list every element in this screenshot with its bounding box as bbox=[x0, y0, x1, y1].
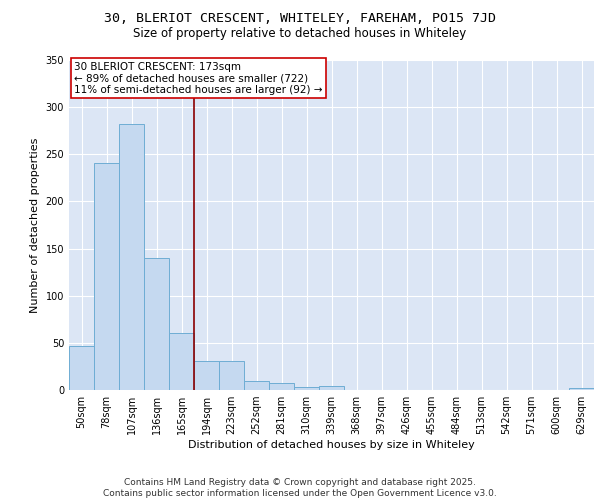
Bar bbox=[319, 386, 344, 390]
Bar bbox=[194, 361, 219, 390]
Text: 30, BLERIOT CRESCENT, WHITELEY, FAREHAM, PO15 7JD: 30, BLERIOT CRESCENT, WHITELEY, FAREHAM,… bbox=[104, 12, 496, 26]
Bar bbox=[244, 380, 269, 390]
Bar bbox=[144, 258, 169, 390]
Bar bbox=[269, 384, 294, 390]
Bar bbox=[69, 346, 94, 390]
Bar bbox=[569, 388, 594, 390]
Text: Contains HM Land Registry data © Crown copyright and database right 2025.
Contai: Contains HM Land Registry data © Crown c… bbox=[103, 478, 497, 498]
Bar bbox=[294, 387, 319, 390]
Y-axis label: Number of detached properties: Number of detached properties bbox=[30, 138, 40, 312]
Bar bbox=[219, 361, 244, 390]
Text: 30 BLERIOT CRESCENT: 173sqm
← 89% of detached houses are smaller (722)
11% of se: 30 BLERIOT CRESCENT: 173sqm ← 89% of det… bbox=[74, 62, 323, 95]
Bar bbox=[94, 163, 119, 390]
Text: Size of property relative to detached houses in Whiteley: Size of property relative to detached ho… bbox=[133, 28, 467, 40]
Bar bbox=[169, 334, 194, 390]
Bar bbox=[119, 124, 144, 390]
X-axis label: Distribution of detached houses by size in Whiteley: Distribution of detached houses by size … bbox=[188, 440, 475, 450]
